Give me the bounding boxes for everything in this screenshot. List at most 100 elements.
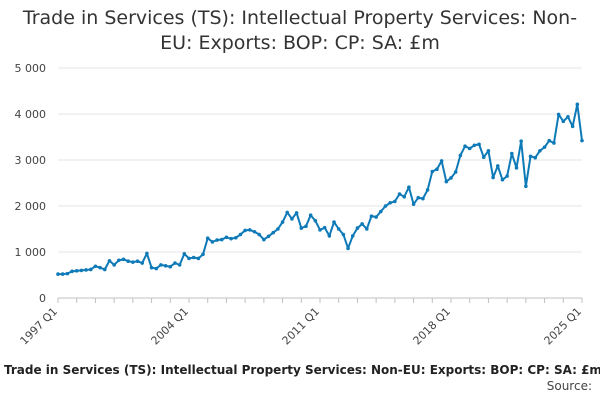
data-point[interactable] <box>121 257 126 262</box>
data-point[interactable] <box>556 112 561 117</box>
data-point[interactable] <box>224 235 229 240</box>
data-point[interactable] <box>463 144 467 148</box>
data-point[interactable] <box>514 166 519 170</box>
data-point[interactable] <box>481 155 486 160</box>
data-point[interactable] <box>135 259 140 264</box>
data-point[interactable] <box>276 227 280 231</box>
data-point[interactable] <box>219 237 224 242</box>
data-point[interactable] <box>313 218 318 223</box>
data-point[interactable] <box>552 141 556 145</box>
data-point[interactable] <box>280 220 285 224</box>
data-point[interactable] <box>252 229 257 234</box>
data-point[interactable] <box>56 272 60 276</box>
data-point[interactable] <box>205 236 210 240</box>
data-point[interactable] <box>266 234 271 239</box>
data-point[interactable] <box>449 176 453 180</box>
data-point[interactable] <box>299 226 304 230</box>
data-point[interactable] <box>187 256 191 261</box>
data-point[interactable] <box>458 153 463 158</box>
data-point[interactable] <box>561 119 566 124</box>
data-point[interactable] <box>341 232 346 237</box>
data-point[interactable] <box>182 252 187 256</box>
data-point[interactable] <box>318 228 322 232</box>
data-point[interactable] <box>154 266 159 271</box>
data-point[interactable] <box>575 102 580 107</box>
data-point[interactable] <box>177 263 182 267</box>
data-point[interactable] <box>364 227 369 231</box>
data-point[interactable] <box>495 164 500 168</box>
data-point[interactable] <box>421 196 425 201</box>
data-point[interactable] <box>439 159 444 163</box>
data-point[interactable] <box>486 149 491 153</box>
data-point[interactable] <box>374 215 378 219</box>
data-point[interactable] <box>519 139 523 143</box>
data-point[interactable] <box>229 236 233 241</box>
data-point[interactable] <box>500 177 505 182</box>
data-point[interactable] <box>290 217 294 221</box>
data-point[interactable] <box>168 264 173 269</box>
data-point[interactable] <box>215 238 219 242</box>
data-point[interactable] <box>542 145 547 149</box>
data-point[interactable] <box>411 202 416 206</box>
data-point[interactable] <box>570 124 575 129</box>
data-point[interactable] <box>70 269 74 274</box>
data-point[interactable] <box>547 138 552 143</box>
data-point[interactable] <box>425 188 430 192</box>
data-point[interactable] <box>294 211 299 215</box>
data-point[interactable] <box>107 258 112 263</box>
data-point[interactable] <box>140 261 145 265</box>
data-point[interactable] <box>79 268 84 273</box>
data-point[interactable] <box>84 268 88 272</box>
data-point[interactable] <box>435 167 439 171</box>
data-point[interactable] <box>149 265 154 270</box>
data-point[interactable] <box>98 265 102 270</box>
data-point[interactable] <box>60 272 65 276</box>
data-point[interactable] <box>262 237 266 242</box>
data-point[interactable] <box>243 228 247 233</box>
data-point[interactable] <box>74 269 79 273</box>
data-point[interactable] <box>88 267 93 272</box>
data-point[interactable] <box>322 225 327 230</box>
data-point[interactable] <box>308 213 313 217</box>
data-point[interactable] <box>538 149 542 153</box>
data-point[interactable] <box>159 263 163 267</box>
data-point[interactable] <box>336 227 341 231</box>
data-point[interactable] <box>117 258 121 263</box>
data-point[interactable] <box>131 260 135 264</box>
data-point[interactable] <box>271 230 276 235</box>
data-point[interactable] <box>346 246 350 251</box>
data-point[interactable] <box>65 271 70 276</box>
data-point[interactable] <box>163 264 168 268</box>
data-point[interactable] <box>566 114 570 119</box>
data-point[interactable] <box>533 155 538 160</box>
data-point[interactable] <box>285 210 290 215</box>
data-point[interactable] <box>93 264 98 269</box>
data-point[interactable] <box>126 259 130 264</box>
data-point[interactable] <box>580 138 584 143</box>
data-point[interactable] <box>477 142 481 147</box>
data-point[interactable] <box>173 261 177 265</box>
data-point[interactable] <box>407 185 411 189</box>
data-point[interactable] <box>102 267 107 272</box>
data-point[interactable] <box>383 204 388 208</box>
data-point[interactable] <box>145 251 149 256</box>
data-point[interactable] <box>210 240 215 244</box>
data-point[interactable] <box>430 169 435 174</box>
data-point[interactable] <box>416 195 421 200</box>
data-point[interactable] <box>196 256 201 261</box>
data-point[interactable] <box>397 192 402 196</box>
data-point[interactable] <box>444 179 449 184</box>
data-point[interactable] <box>350 234 355 238</box>
data-point[interactable] <box>191 255 196 260</box>
data-point[interactable] <box>528 154 533 159</box>
data-point[interactable] <box>369 214 374 218</box>
data-point[interactable] <box>524 184 528 189</box>
data-point[interactable] <box>304 224 308 229</box>
data-point[interactable] <box>332 220 336 224</box>
data-point[interactable] <box>327 234 332 238</box>
data-point[interactable] <box>379 209 383 214</box>
data-point[interactable] <box>201 252 205 257</box>
data-point[interactable] <box>257 232 261 237</box>
data-point[interactable] <box>505 174 509 178</box>
data-point[interactable] <box>355 226 360 230</box>
